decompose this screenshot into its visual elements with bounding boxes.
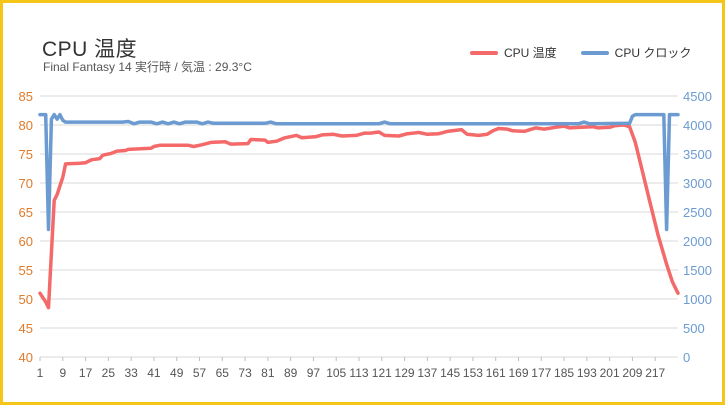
legend-item-clock: CPU クロック: [580, 44, 692, 61]
x-tick-label: 1: [37, 366, 44, 380]
y-right-tick-label: 2500: [683, 205, 712, 220]
x-tick-label: 89: [284, 366, 298, 380]
x-tick-label: 41: [147, 366, 161, 380]
x-tick-label: 81: [261, 366, 275, 380]
legend-item-temp: CPU 温度: [470, 44, 557, 61]
chart-title: CPU 温度: [42, 38, 138, 61]
chart-subtitle: Final Fantasy 14 実行時 / 気温 : 29.3°C: [43, 60, 252, 74]
y-left-tick-label: 85: [19, 89, 33, 104]
x-tick-label: 57: [193, 366, 207, 380]
x-tick-label: 169: [508, 366, 528, 380]
series-line-temp: [38, 123, 680, 310]
y-right-tick-label: 3000: [683, 176, 712, 191]
x-tick-label: 121: [372, 366, 392, 380]
series-line-clock: [38, 112, 680, 232]
x-tick-label: 49: [170, 366, 184, 380]
x-tick-label: 177: [531, 366, 551, 380]
x-tick-label: 217: [645, 366, 665, 380]
y-left-tick-label: 80: [19, 118, 33, 133]
x-tick-label: 17: [79, 366, 93, 380]
y-right-tick-label: 4500: [683, 89, 712, 104]
x-tick-label: 161: [486, 366, 506, 380]
x-tick-label: 137: [417, 366, 437, 380]
y-left-tick-label: 45: [19, 321, 33, 336]
y-left-tick-label: 60: [19, 234, 33, 249]
x-tick-label: 193: [577, 366, 597, 380]
y-right-tick-label: 2000: [683, 234, 712, 249]
y-left-tick-label: 40: [19, 350, 33, 365]
legend-swatch-clock: [580, 50, 609, 55]
y-left-tick-label: 70: [19, 176, 33, 191]
x-tick-label: 25: [102, 366, 116, 380]
x-tick-label: 153: [463, 366, 483, 380]
x-tick-label: 105: [326, 366, 346, 380]
legend-swatch-temp: [470, 50, 498, 55]
x-tick-label: 209: [622, 366, 642, 380]
x-tick-label: 73: [238, 366, 252, 380]
x-tick-label: 129: [395, 366, 415, 380]
y-left-tick-label: 75: [19, 147, 33, 162]
y-left-tick-label: 50: [19, 292, 33, 307]
x-tick-label: 185: [554, 366, 574, 380]
x-tick-label: 113: [349, 366, 368, 380]
y-right-tick-label: 3500: [683, 147, 712, 162]
y-right-tick-label: 1000: [683, 292, 712, 307]
x-tick-label: 201: [600, 366, 620, 380]
chart-legend: CPU 温度 CPU クロック: [470, 44, 715, 61]
y-left-tick-label: 55: [19, 263, 33, 278]
x-tick-label: 145: [440, 366, 460, 380]
y-right-tick-label: 4000: [683, 118, 712, 133]
y-right-tick-label: 0: [683, 350, 690, 365]
x-tick-label: 65: [216, 366, 230, 380]
y-right-tick-label: 1500: [683, 263, 712, 278]
legend-label-clock: CPU クロック: [614, 46, 692, 60]
x-tick-label: 97: [307, 366, 321, 380]
x-tick-label: 33: [124, 366, 138, 380]
x-tick-label: 9: [59, 366, 66, 380]
y-right-tick-label: 500: [683, 321, 705, 336]
legend-label-temp: CPU 温度: [504, 46, 557, 60]
y-left-tick-label: 65: [19, 205, 33, 220]
